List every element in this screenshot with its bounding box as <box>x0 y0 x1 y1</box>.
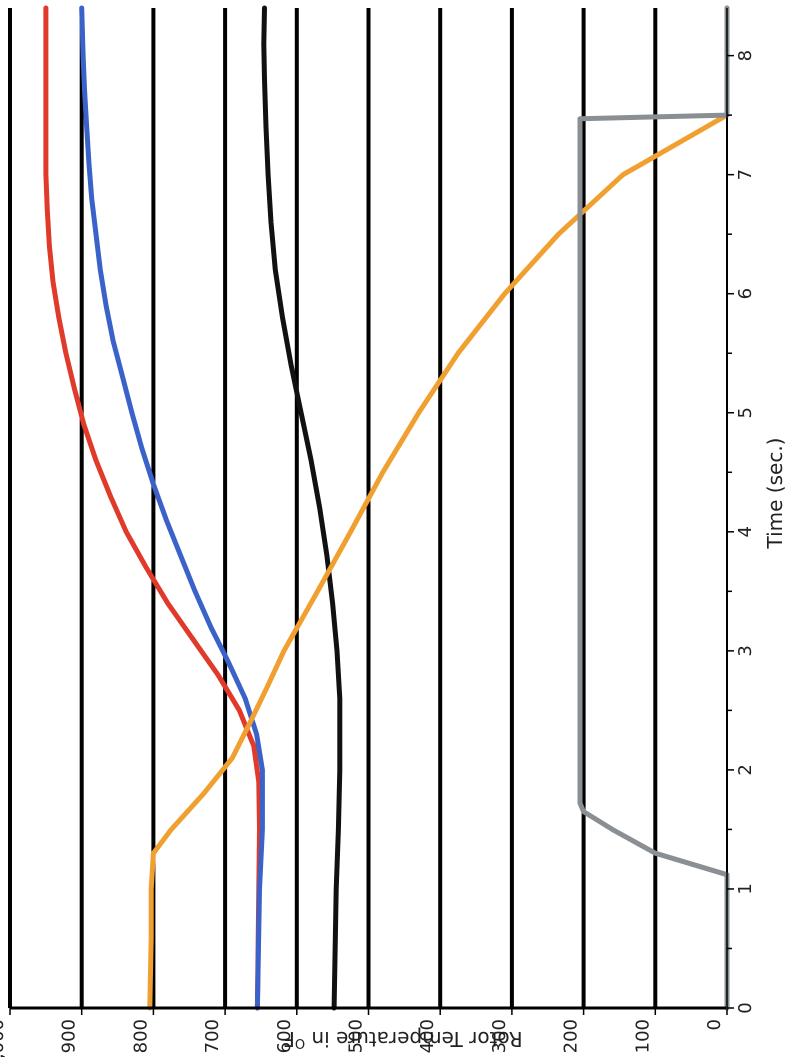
x-tick-label: 8 <box>735 50 756 61</box>
series-line-5 <box>577 5 730 1011</box>
x-tick-label: 4 <box>735 526 756 537</box>
y-axis-title-unit-super: O <box>295 1035 305 1050</box>
y-axis-title-unit: F <box>283 1027 295 1051</box>
series-line-2 <box>79 5 265 1011</box>
series-line-3 <box>261 5 343 1011</box>
x-tick-labels: 0 1 2 3 4 5 6 7 8 <box>735 50 756 1014</box>
y-axis-title-text: Rotor Temperature in <box>305 1027 523 1051</box>
y-tick-label: 300 <box>489 1019 510 1053</box>
y-tick-label: 700 <box>202 1019 223 1053</box>
series-group <box>43 5 730 1011</box>
x-tick-label: 0 <box>735 1002 756 1013</box>
axes <box>9 8 734 1015</box>
x-axis-title: Time (sec.) <box>763 438 787 550</box>
y-tick-label: 0 <box>704 1019 725 1030</box>
y-tick-label: 200 <box>561 1019 582 1053</box>
y-axis-title: Rotor Temperature in OF <box>283 1027 522 1051</box>
y-tick-label: 600 <box>274 1019 295 1053</box>
series-line-1 <box>43 5 262 1011</box>
x-tick-label: 5 <box>735 407 756 418</box>
y-tick-label: 500 <box>346 1019 367 1053</box>
x-tick-label: 6 <box>735 288 756 299</box>
x-tick-label: 2 <box>735 764 756 775</box>
y-tick-label: 1,000 <box>0 1019 8 1057</box>
grid <box>8 8 728 1008</box>
y-tick-label: 900 <box>59 1019 80 1053</box>
x-tick-label: 1 <box>735 883 756 894</box>
y-tick-label: 800 <box>130 1019 151 1053</box>
y-tick-label: 400 <box>417 1019 438 1053</box>
y-tick-labels: 0 100 200 300 400 500 600 700 800 900 1,000 <box>0 1019 725 1057</box>
x-tick-label: 7 <box>735 169 756 180</box>
y-tick-label: 100 <box>632 1019 653 1053</box>
x-tick-label: 3 <box>735 645 756 656</box>
series-line-4 <box>147 5 730 1011</box>
